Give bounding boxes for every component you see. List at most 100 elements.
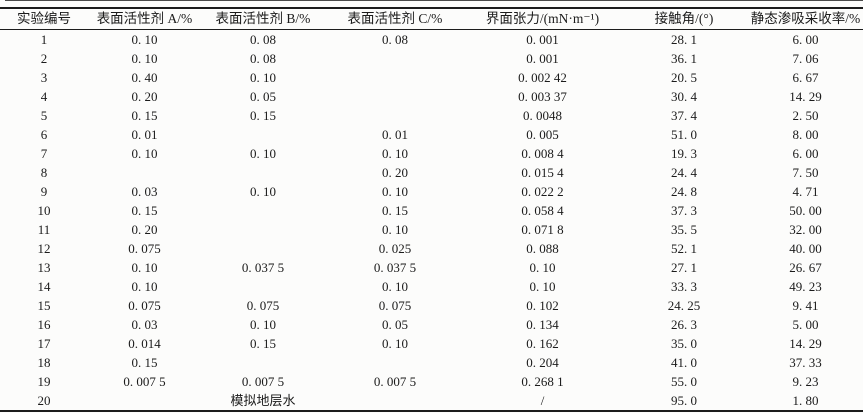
table-cell: 0. 10 [250,146,276,161]
table-row: 11 0. 20 0. 10 0. 071 8 35. 5 32. 00 [0,220,863,239]
table-header: 实验编号 表面活性剂 A/% 表面活性剂 B/% 表面活性剂 C/% 界面张力/(mN·… [0,8,863,30]
table-cell: 0. 10 [131,260,158,275]
table-cell: 26. 3 [671,317,697,332]
table-cell: 0. 10 [529,260,556,275]
table-cell: 0. 05 [250,89,276,104]
table-row: 3 0. 40 0. 10 0. 002 42 20. 5 6. 67 [0,68,863,87]
table-body: 1 0. 10 0. 08 0. 08 0. 001 28. 1 6. 00 2 0. 10 0.… [0,30,863,412]
table-row: 17 0. 014 0. 15 0. 10 0. 162 35. 0 14. 29 [0,334,863,353]
table-cell [201,277,325,296]
table-cell [201,125,325,144]
table-cell: 0. 10 [131,279,158,294]
table-cell: 0. 014 [128,336,161,351]
table-cell: 0. 007 5 [123,374,166,389]
table-cell: 28. 1 [671,32,697,47]
table-cell: 0. 0048 [523,108,562,123]
table-row: 1 0. 10 0. 08 0. 08 0. 001 28. 1 6. 00 [0,30,863,50]
table-cell: 51. 0 [671,127,697,142]
table-cell: 0. 03 [131,317,158,332]
experiment-results-table: 实验编号 表面活性剂 A/% 表面活性剂 B/% 表面活性剂 C/% 界面张力/(mN·… [0,7,863,412]
table-cell: 0. 10 [382,279,408,294]
column-header-1: 表面活性剂 A/% [88,8,201,30]
table-cell: 40. 00 [789,241,822,256]
table-cell: 9. 23 [792,374,819,389]
table-cell: 0. 075 [378,298,412,313]
table-cell: 8. 00 [792,127,819,142]
table-cell: 6. 00 [792,146,819,161]
column-header-0: 实验编号 [0,8,88,30]
page-top-edge-rule [5,0,863,1]
table-cell: 52. 1 [671,241,697,256]
table-cell: 6. 67 [792,70,819,85]
table-cell: 0. 20 [382,165,408,180]
table-header-row: 实验编号 表面活性剂 A/% 表面活性剂 B/% 表面活性剂 C/% 界面张力/(mN·… [0,8,863,30]
table-cell [325,106,465,125]
table-cell: 0. 01 [382,127,408,142]
table-cell: 37. 33 [789,355,822,370]
experiment-number-cell: 4 [40,89,48,104]
table-cell: 37. 3 [671,203,697,218]
table-cell: 95. 0 [671,393,697,408]
column-header-5: 接触角/(°) [620,8,748,30]
table-cell: 0. 008 4 [521,146,564,161]
table-cell: 14. 29 [789,336,822,351]
table-row: 19 0. 007 5 0. 007 5 0. 007 5 0. 268 1 55. 0 9… [0,372,863,391]
table-cell: 0. 075 [128,241,161,256]
table-cell: 0. 15 [250,336,276,351]
table-cell: 0. 037 5 [373,260,417,275]
table-cell: 0. 022 2 [521,184,564,199]
experiment-number-cell: 16 [37,317,51,332]
table-cell: 6. 00 [792,32,819,47]
table-cell: 33. 3 [671,279,697,294]
table-cell: 50. 00 [789,203,822,218]
table-cell: 0. 037 5 [241,260,285,275]
column-header-3: 表面活性剂 C/% [325,8,465,30]
table-cell: 0. 007 5 [241,374,285,389]
table-cell: 0. 025 [378,241,412,256]
table-cell: 0. 005 [526,127,559,142]
table-row: 2 0. 10 0. 08 0. 001 36. 1 7. 06 [0,49,863,68]
table-cell: 0. 08 [382,32,408,47]
table-cell: 55. 0 [671,374,697,389]
table-cell [325,49,465,68]
column-header-2: 表面活性剂 B/% [201,8,325,30]
table-cell: 0. 20 [131,222,158,237]
table-cell: 0. 01 [131,127,158,142]
experiment-number-cell: 7 [40,146,48,161]
table-cell: 0. 03 [131,184,158,199]
experiment-number-cell: 19 [37,374,51,389]
table-cell: 0. 204 [526,355,559,370]
table-cell: 4. 71 [792,184,819,199]
column-header-6: 静态渗吸采收率/% [748,8,863,30]
table-cell [325,353,465,372]
table-cell: 0. 15 [131,203,158,218]
table-cell [325,391,465,411]
table-cell: 0. 10 [131,32,158,47]
table-cell: 0. 05 [382,317,408,332]
table-cell: 0. 088 [526,241,559,256]
table-cell: 1. 80 [792,393,819,408]
experiment-number-cell: 3 [40,70,48,85]
experiment-number-cell: 18 [37,355,51,370]
table-cell: 36. 1 [671,51,697,66]
table-cell: 7. 06 [792,51,819,66]
table-cell: 0. 10 [382,184,408,199]
table-cell: 32. 00 [789,222,822,237]
experiment-number-cell: 15 [37,298,51,313]
table-cell: 0. 20 [131,89,158,104]
table-cell [201,353,325,372]
table-cell: 0. 071 8 [521,222,564,237]
table-cell: 0. 15 [382,203,408,218]
table-cell: 0. 10 [131,51,158,66]
experiment-number-cell: 1 [40,32,48,47]
table-row: 14 0. 10 0. 10 0. 10 33. 3 49. 23 [0,277,863,296]
experiment-number-cell: 12 [37,241,51,256]
table-cell: 0. 162 [526,336,559,351]
table-row: 4 0. 20 0. 05 0. 003 37 30. 4 14. 29 [0,87,863,106]
table-cell: 14. 29 [789,89,822,104]
table-cell: 0. 15 [131,355,158,370]
table-cell: 0. 10 [382,146,408,161]
table-cell: 0. 10 [131,146,158,161]
table-cell [201,201,325,220]
